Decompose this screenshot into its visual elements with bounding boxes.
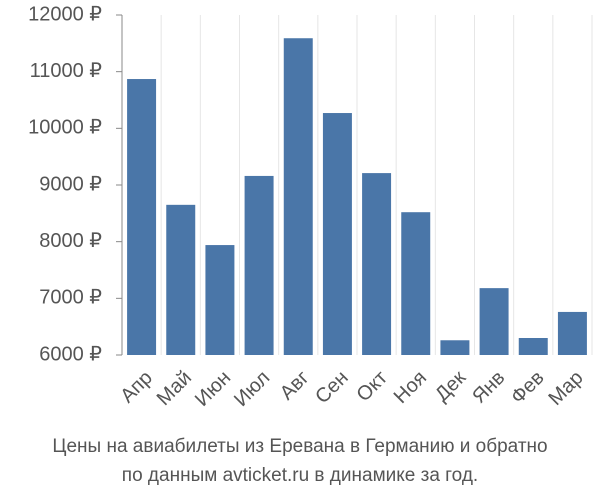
y-tick-label: 6000 ₽ [39, 343, 102, 365]
x-tick-label: Июл [230, 367, 274, 411]
x-tick-label: Авг [276, 367, 314, 405]
x-tick-label: Июн [191, 367, 235, 411]
bar [127, 79, 157, 356]
y-tick-label: 12000 ₽ [28, 3, 102, 25]
bar [479, 288, 509, 355]
y-tick-label: 8000 ₽ [39, 230, 102, 252]
bar [557, 311, 587, 355]
x-tick-label: Фев [507, 367, 549, 409]
y-tick-label: 10000 ₽ [28, 117, 102, 139]
bar [322, 113, 352, 356]
x-tick-label: Май [153, 367, 196, 410]
bar [401, 212, 431, 355]
x-tick-label: Дек [431, 367, 470, 406]
bar [440, 340, 470, 355]
x-tick-label: Апр [116, 367, 157, 408]
x-tick-label: Янв [468, 367, 509, 408]
x-tick-label: Сен [311, 367, 352, 408]
bar [362, 173, 392, 355]
y-tick-label: 11000 ₽ [30, 60, 103, 82]
chart-title: по данным avticket.ru в динамике за год. [122, 465, 478, 486]
chart-title: Цены на авиабилеты из Еревана в Германию… [52, 436, 547, 457]
y-tick-label: 9000 ₽ [39, 173, 102, 195]
y-tick-label: 7000 ₽ [39, 287, 102, 309]
bar [244, 175, 274, 355]
x-tick-label: Мар [544, 367, 587, 410]
x-tick-label: Окт [352, 367, 391, 406]
bar [205, 245, 235, 355]
bar [166, 204, 196, 355]
bar [518, 338, 548, 355]
bar [283, 38, 313, 355]
x-tick-label: Ноя [390, 367, 431, 408]
